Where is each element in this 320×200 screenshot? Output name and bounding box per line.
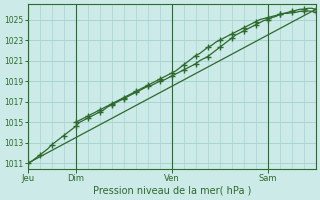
X-axis label: Pression niveau de la mer( hPa ): Pression niveau de la mer( hPa ): [92, 186, 251, 196]
